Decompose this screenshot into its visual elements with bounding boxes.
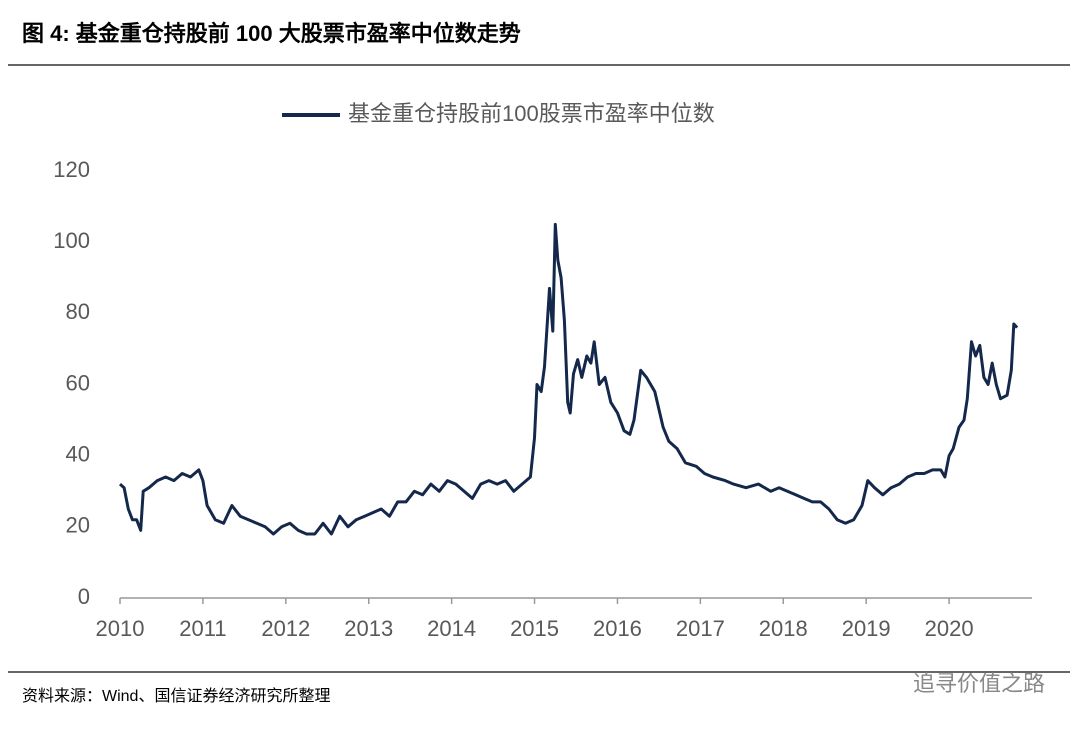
x-tick-label: 2010	[96, 616, 145, 641]
x-tick-label: 2015	[510, 616, 559, 641]
y-tick-label: 100	[53, 228, 90, 253]
y-tick-label: 120	[53, 157, 90, 182]
y-tick-label: 0	[78, 584, 90, 609]
x-tick-label: 2019	[842, 616, 891, 641]
x-tick-label: 2013	[344, 616, 393, 641]
y-tick-label: 40	[66, 441, 90, 466]
x-tick-label: 2018	[759, 616, 808, 641]
y-tick-label: 60	[66, 370, 90, 395]
y-tick-label: 20	[66, 513, 90, 538]
watermark: 追寻价值之路	[913, 671, 1045, 696]
chart-title: 图 4: 基金重仓持股前 100 大股票市盈率中位数走势	[22, 21, 521, 46]
source-note: 资料来源：Wind、国信证券经济研究所整理	[22, 687, 330, 705]
x-tick-label: 2014	[427, 616, 476, 641]
x-tick-label: 2020	[925, 616, 974, 641]
y-tick-label: 80	[66, 299, 90, 324]
x-tick-label: 2017	[676, 616, 725, 641]
legend-label: 基金重仓持股前100股票市盈率中位数	[348, 101, 715, 126]
x-tick-label: 2011	[179, 616, 226, 641]
x-tick-label: 2012	[261, 616, 310, 641]
x-tick-label: 2016	[593, 616, 642, 641]
series-line	[119, 222, 1019, 536]
